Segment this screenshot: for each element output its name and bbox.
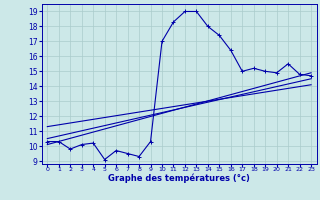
X-axis label: Graphe des températures (°c): Graphe des températures (°c)	[108, 174, 250, 183]
